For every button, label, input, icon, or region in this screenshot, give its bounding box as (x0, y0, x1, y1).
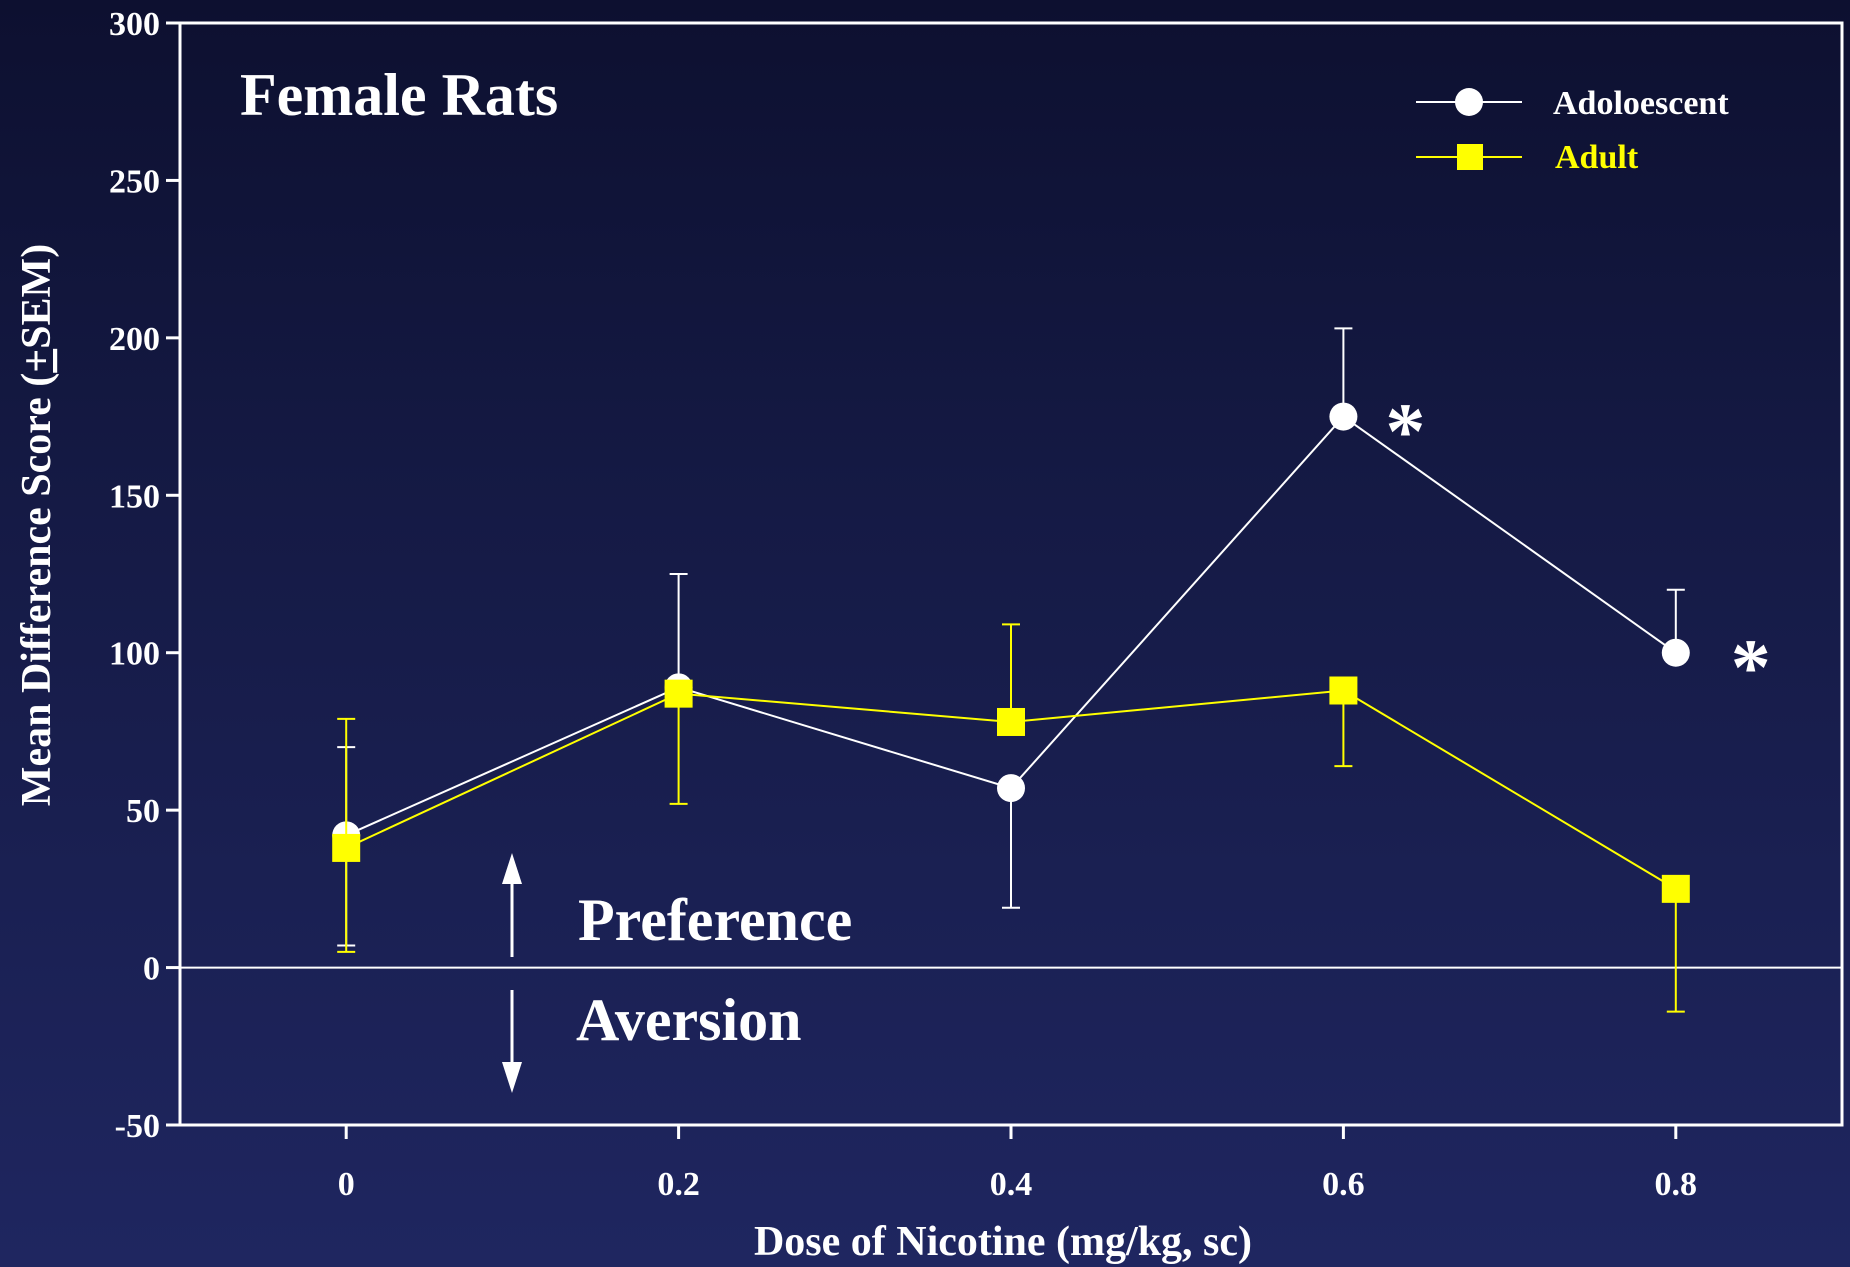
legend-marker-adult (1457, 144, 1483, 170)
y-tick-label: -50 (115, 1108, 160, 1145)
plot-frame (178, 21, 1844, 1127)
legend-label-adolescent: Adoloescent (1553, 85, 1729, 122)
data-point (332, 833, 361, 862)
series-layer: ** (332, 327, 1771, 1013)
data-point (664, 679, 693, 708)
legend: Adoloescent Adult (1416, 85, 1729, 176)
series-adult (332, 623, 1690, 1013)
aversion-label: Aversion (576, 987, 802, 1053)
plus-minus-symbol: + (14, 349, 60, 373)
data-point (997, 774, 1025, 803)
x-tick-label: 0 (338, 1166, 355, 1203)
preference-arrowhead-icon (502, 853, 522, 884)
x-axis-label: Dose of Nicotine (mg/kg, sc) (754, 1219, 1252, 1265)
significance-marker: * (1385, 389, 1425, 477)
y-tick-label: 200 (109, 321, 160, 358)
data-point (1661, 638, 1690, 667)
x-tick-label: 0.2 (657, 1166, 700, 1203)
y-axis: -50 0 50 100 150 200 250 300 (109, 6, 180, 1145)
preference-label: Preference (578, 887, 852, 953)
x-tick-label: 0.6 (1322, 1166, 1365, 1203)
chart-title: Female Rats (240, 62, 558, 128)
data-point (997, 707, 1025, 736)
y-axis-label-start: Mean Difference Score ( (14, 373, 60, 806)
x-tick-label: 0.4 (990, 1166, 1033, 1203)
data-point (1661, 874, 1690, 903)
legend-marker-adolescent (1455, 88, 1483, 116)
y-tick-label: 300 (109, 6, 160, 43)
y-tick-label: 100 (109, 636, 160, 673)
y-axis-label: Mean Difference Score (+SEM) (14, 244, 60, 806)
data-point (1329, 402, 1358, 431)
x-axis: 0 0.2 0.4 0.6 0.8 (338, 1125, 1697, 1203)
data-point (1329, 676, 1358, 705)
legend-label-adult: Adult (1555, 139, 1639, 176)
aversion-arrowhead-icon (502, 1062, 522, 1093)
y-tick-label: 150 (109, 478, 160, 515)
y-tick-label: 0 (143, 951, 160, 988)
y-axis-label-end: SEM) (14, 244, 60, 349)
preference-aversion-arrows (502, 853, 522, 1093)
y-tick-label: 250 (109, 163, 160, 200)
y-tick-label: 50 (126, 793, 160, 830)
significance-marker: * (1731, 625, 1771, 713)
x-tick-label: 0.8 (1655, 1166, 1698, 1203)
